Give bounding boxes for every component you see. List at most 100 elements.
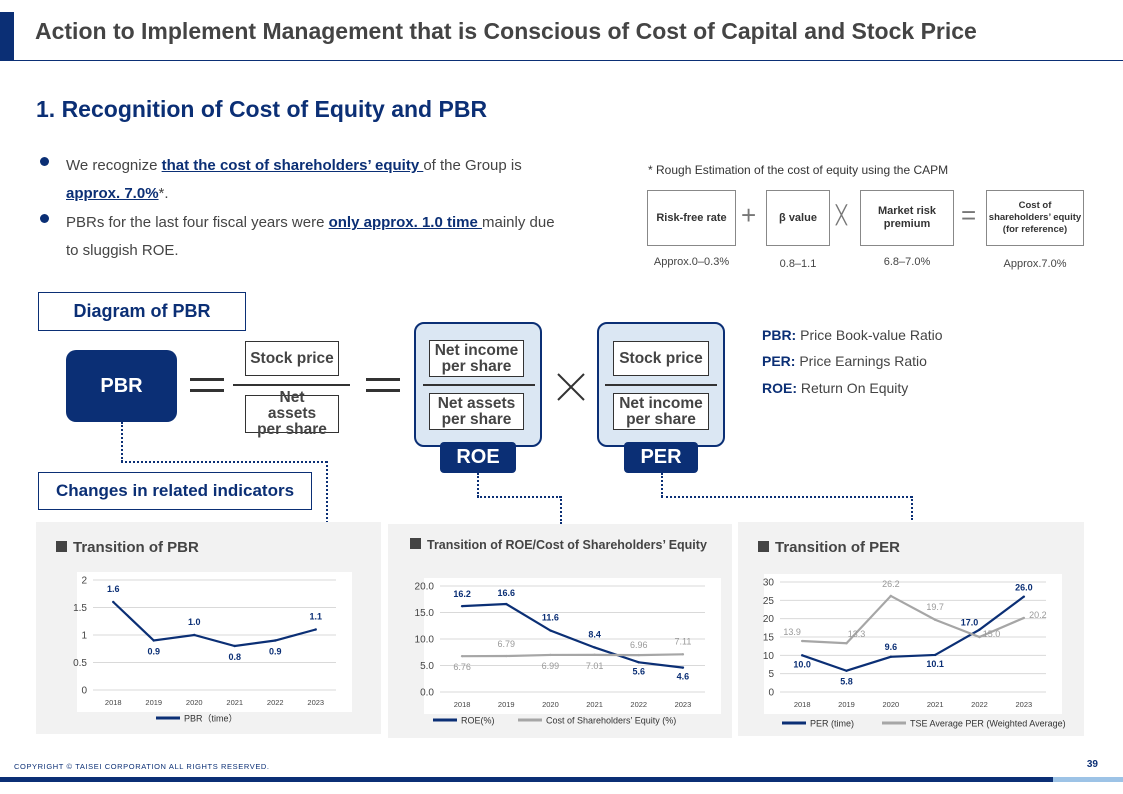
stock-price-box: Stock price [613,341,709,376]
connector-line [560,496,562,524]
bullet-text-part: PBRs for the last four fiscal years were [66,214,329,231]
data-label: 26.0 [1015,583,1033,593]
multiply-sign [557,373,585,401]
x-tick-label: 2022 [971,700,988,709]
data-point [460,604,464,608]
data-point [505,602,508,606]
definition-text: Price Book-value Ratio [796,327,943,343]
x-tick-label: 2023 [307,698,324,707]
chart-title: Transition of PBR [56,539,199,556]
definition-text: Price Earnings Ratio [795,353,927,369]
definition-text: Return On Equity [797,380,909,396]
y-tick-label: 15 [763,633,775,644]
data-label: 20.2 [1029,610,1047,620]
y-tick-label: 20.0 [415,582,435,593]
capm-cost-of-equity-box: Cost of shareholders’ equity (for refere… [986,190,1084,246]
x-tick-label: 2021 [927,700,944,709]
bullet-text: We recognize that the cost of shareholde… [66,152,566,208]
x-tick-label: 2022 [267,698,284,707]
bullet-text: PBRs for the last four fiscal years were… [66,209,566,265]
data-point [1022,616,1026,620]
plot-area [77,572,352,712]
data-point [549,653,552,657]
data-label: 6.79 [497,639,515,649]
x-tick-label: 2018 [454,700,471,709]
data-label: 6.99 [542,661,560,671]
data-point [1022,595,1026,598]
x-tick-label: 2019 [145,698,162,707]
y-tick-label: 10.0 [415,635,435,646]
legend-label: Cost of Shareholders’ Equity (%) [546,716,676,726]
capm-cost-of-equity-value: Approx.7.0% [1003,258,1067,270]
bullet-dot [40,157,49,166]
data-point [314,628,317,631]
y-tick-label: 0 [81,686,87,697]
data-label: 8.4 [588,629,601,639]
data-label: 11.6 [542,613,559,623]
series-line-primary [112,601,317,648]
bullet-text-part: of the Group is [423,157,522,174]
y-tick-label: 0.5 [73,658,87,669]
capm-market-risk-value: 6.8–7.0% [883,256,931,268]
data-point [112,600,115,604]
equals-sign [190,378,224,392]
data-point [549,629,552,632]
data-label: 15.0 [983,629,1001,639]
y-tick-label: 5.0 [420,661,434,672]
data-point [681,653,685,656]
definition-abbr: ROE: [762,380,797,396]
connector-line [661,473,663,497]
legend-label: PER (time) [810,719,854,729]
chart-title-text: Transition of PBR [73,539,199,556]
data-point [233,644,236,648]
connector-line [121,422,123,462]
capm-plus-sign: + [741,200,757,230]
title-square-icon [56,541,67,552]
y-tick-label: 5 [768,669,774,680]
data-point [889,594,893,598]
data-label: 7.11 [674,636,691,646]
x-tick-label: 2021 [586,700,603,709]
data-point [274,639,277,642]
roe-tag: ROE [440,442,516,473]
data-point [800,654,804,657]
data-point [505,654,508,658]
data-label: 10.0 [793,659,811,669]
data-label: 0.9 [147,647,160,657]
title-divider [0,60,1123,61]
connector-line [326,461,328,523]
equals-sign [366,378,400,392]
y-tick-label: 1 [81,631,87,642]
stock-price-box: Stock price [245,341,339,376]
x-tick-label: 2023 [675,700,692,709]
capm-risk-free-value: Approx.0–0.3% [653,256,730,268]
y-tick-label: 20 [763,614,775,625]
data-label: 17.0 [961,618,979,628]
data-point [681,666,685,669]
net-income-box: Net income per share [429,340,524,377]
pbr-chart-panel: Transition of PBR 0 0.5 1 1.5 2 2018 2019 2020 2… [36,522,381,734]
plot-area [764,574,1062,714]
data-point [978,635,981,639]
definition-abbr: PER: [762,353,796,369]
y-tick-label: 1.5 [73,603,87,614]
definition-per: PER: Price Earnings Ratio [762,353,927,369]
x-tick-label: 2018 [794,700,811,709]
capm-times-sign: ╳ [836,205,847,225]
chart-title-text: Transition of PER [775,539,901,556]
data-point [800,639,804,643]
fraction-bar [605,384,717,386]
data-point [593,653,596,657]
bullet-highlight: only approx. 1.0 time [328,214,482,231]
data-label: 9.6 [885,642,898,652]
bullet-highlight: that the cost of shareholders’ equity [161,157,424,174]
data-label: 10.1 [926,659,944,669]
bullet-text-part: We recognize [66,157,162,174]
data-point [933,653,937,657]
title-square-icon [758,541,769,552]
bullet-dot [40,214,49,223]
per-line-chart: 0 5 10 15 20 25 30 2018 2019 2020 2021 2022 2023 10.0… [763,574,1066,729]
connector-line [661,496,912,498]
x-tick-label: 2019 [498,700,515,709]
capm-risk-free-box: Risk-free rate [647,190,736,246]
